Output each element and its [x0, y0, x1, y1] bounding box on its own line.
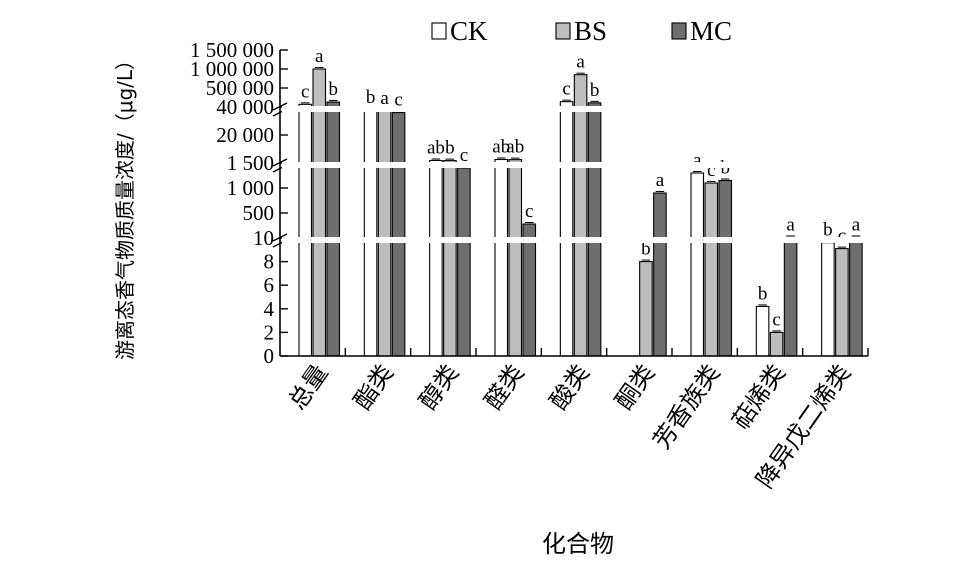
bar [457, 167, 471, 357]
bar [653, 192, 667, 357]
bar [298, 103, 313, 357]
category-label: 醇类 [414, 359, 464, 414]
significance-label: a [315, 46, 324, 67]
y-tick-label: 1 500 [227, 151, 274, 175]
category-label: 醛类 [479, 359, 529, 414]
y-tick-label: 500 000 [206, 76, 274, 100]
legend-swatch [671, 22, 687, 40]
bar [443, 160, 457, 357]
bar [559, 101, 574, 357]
axis-break-band [282, 162, 868, 168]
bar [508, 159, 523, 357]
bar [391, 112, 406, 357]
bar [639, 261, 653, 357]
category-label: 酮类 [610, 359, 660, 414]
category-label: 总量 [283, 359, 333, 414]
significance-label: c [838, 226, 846, 247]
bar [494, 158, 509, 357]
significance-label: c [394, 90, 402, 111]
significance-label: b [329, 79, 339, 100]
bar [429, 159, 443, 357]
bar [587, 102, 602, 357]
category-label: 萜烯类 [727, 359, 791, 434]
significance-label: b [590, 80, 600, 101]
y-tick-label: 1 000 000 [190, 57, 274, 81]
significance-label: ab [492, 137, 510, 158]
bar [704, 182, 719, 357]
y-tick-label: 40 000 [216, 95, 274, 119]
legend: CK BS MC [431, 16, 732, 46]
axis-break-mark [272, 158, 288, 167]
y-tick-label: 4 [264, 297, 275, 321]
y-tick-label: 1 000 [227, 176, 274, 200]
y-tick-label: 10 [253, 226, 274, 250]
axis-break-band [282, 237, 868, 243]
bar [769, 331, 784, 357]
y-tick-label: 2 [264, 320, 275, 344]
y-tick-label: 8 [264, 250, 275, 274]
y-tick-label: 1 500 000 [190, 38, 274, 62]
bar [363, 109, 378, 357]
bar [835, 248, 849, 357]
significance-label: a [576, 52, 585, 73]
legend-label: MC [690, 16, 732, 46]
y-tick-label: 20 000 [216, 123, 274, 147]
bar [690, 172, 705, 357]
y-tick-label: 0 [264, 344, 275, 368]
bar [326, 101, 341, 357]
bars: cabbacabbcababccabbaacbbcabca [282, 46, 868, 357]
bar [755, 305, 770, 357]
legend-swatch [431, 22, 447, 40]
significance-label: ab [427, 137, 445, 158]
significance-label: b [641, 239, 651, 260]
bar [718, 179, 733, 357]
significance-label: c [562, 79, 570, 100]
significance-label: c [525, 201, 533, 222]
category-label: 酯类 [348, 359, 398, 414]
legend-swatch [555, 22, 571, 40]
category-label: 酸类 [544, 359, 594, 414]
significance-label: b [823, 220, 833, 241]
bar [849, 236, 863, 357]
significance-label: b [366, 87, 376, 108]
y-tick-label: 6 [264, 273, 275, 297]
axis-break-mark [272, 102, 288, 111]
bar [312, 68, 327, 357]
significance-label: c [301, 81, 309, 102]
bar [821, 242, 835, 357]
bar [522, 223, 537, 357]
y-tick-label: 500 [243, 201, 275, 225]
significance-label: a [786, 214, 795, 235]
axis-break-band [282, 106, 868, 112]
axis-break-mark [272, 233, 288, 242]
bar [377, 110, 392, 357]
legend-label: BS [574, 16, 607, 46]
significance-label: c [772, 309, 780, 330]
legend-label: CK [450, 16, 488, 46]
bar [573, 74, 588, 357]
category-label: 芳香族类 [648, 359, 726, 454]
bar [783, 236, 798, 357]
significance-label: c [707, 160, 715, 181]
significance-label: c [460, 145, 468, 166]
x-axis-title: 化合物 [542, 530, 614, 558]
significance-label: a [693, 150, 702, 171]
y-axis-title: 游离态香气物质质量浓度/（μg/L） [113, 50, 137, 360]
significance-label: b [445, 138, 455, 159]
significance-label: b [758, 283, 768, 304]
significance-label: a [656, 170, 665, 191]
significance-label: a [380, 88, 389, 109]
significance-label: ab [506, 137, 524, 158]
significance-label: a [852, 214, 861, 235]
